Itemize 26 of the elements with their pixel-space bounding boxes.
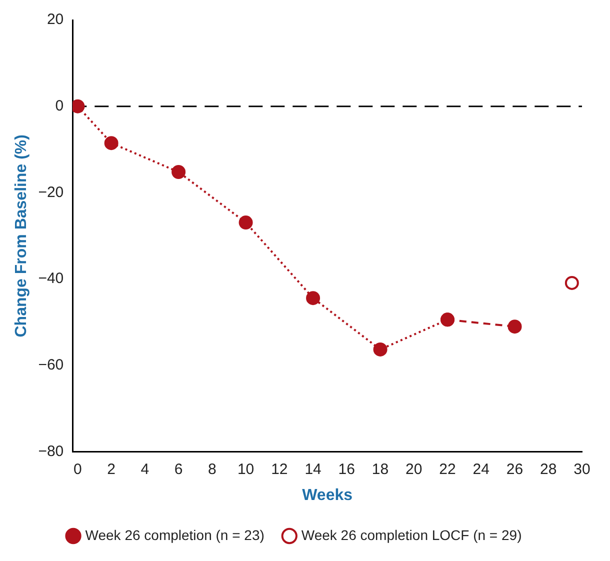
y-tick-label: −60 — [38, 356, 64, 374]
x-tick-label: 28 — [540, 460, 557, 478]
y-tick-label: −80 — [38, 442, 64, 460]
legend-label: Week 26 completion LOCF (n = 29) — [301, 526, 522, 543]
x-tick-label: 0 — [74, 460, 82, 478]
x-tick-label: 12 — [271, 460, 288, 478]
x-tick-label: 30 — [574, 460, 590, 478]
x-tick-label: 24 — [472, 460, 490, 478]
legend-label: Week 26 completion (n = 23) — [85, 526, 264, 543]
x-tick-label: 8 — [208, 460, 216, 478]
y-tick-label: 0 — [55, 98, 64, 114]
x-tick-label: 18 — [372, 460, 389, 478]
x-tick-label: 2 — [107, 460, 116, 478]
x-tick-label: 22 — [439, 460, 456, 478]
x-axis-title: Weeks — [302, 486, 353, 504]
x-tick-label: 6 — [174, 460, 183, 478]
x-tick-label: 4 — [140, 460, 150, 478]
x-tick-label: 26 — [506, 460, 524, 478]
y-tick-label: −40 — [38, 270, 64, 288]
y-tick-label: 20 — [46, 11, 64, 28]
x-tick-label: 14 — [304, 460, 322, 478]
x-tick-label: 10 — [237, 460, 254, 478]
x-tick-label: 16 — [338, 460, 355, 478]
y-tick-label: −20 — [38, 184, 64, 201]
y-axis-title: Change From Baseline (%) — [13, 134, 30, 338]
x-tick-label: 20 — [406, 460, 422, 478]
